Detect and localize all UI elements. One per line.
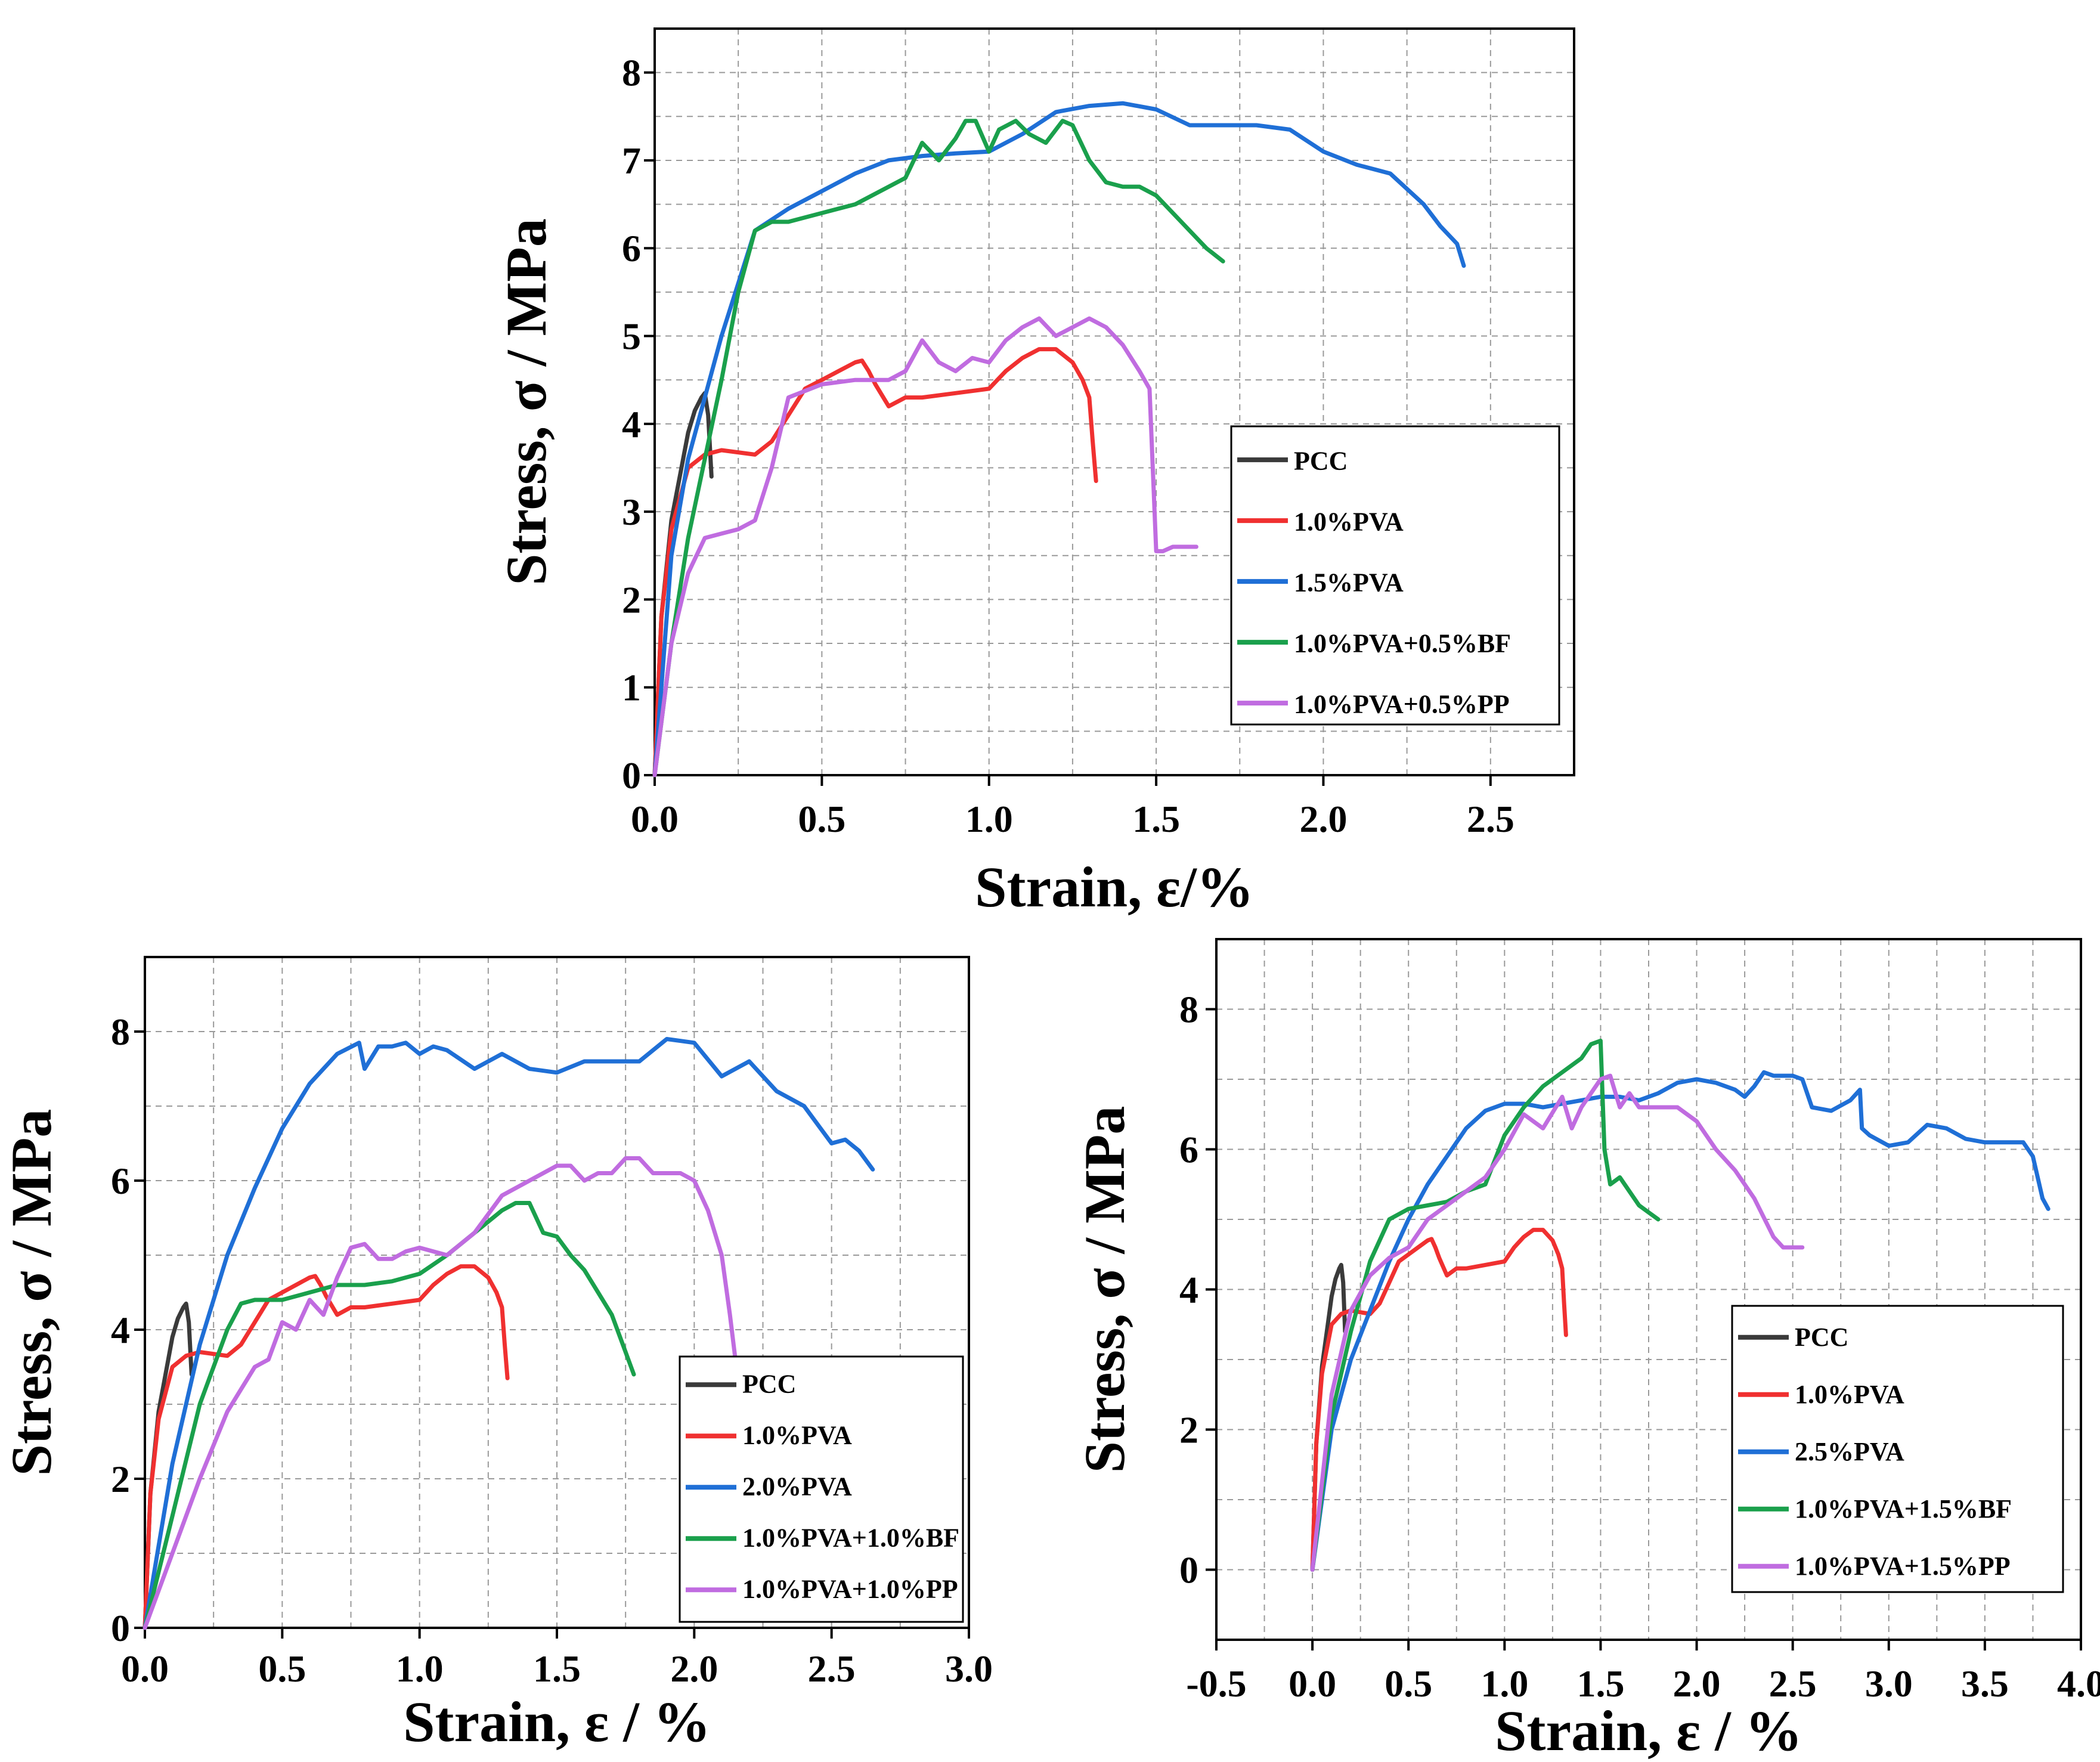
grid bbox=[144, 957, 970, 1628]
plot-frame bbox=[653, 27, 1575, 776]
legend-box bbox=[1731, 1305, 2064, 1593]
y-tick-label: 2 bbox=[622, 578, 641, 621]
x-tick-label: 2.5 bbox=[808, 1648, 856, 1690]
x-tick-label: 1.0 bbox=[396, 1648, 444, 1690]
x-tick-label: 3.0 bbox=[945, 1648, 993, 1690]
series-line-4 bbox=[652, 119, 1225, 778]
x-tick-label: 1.5 bbox=[533, 1648, 581, 1690]
series-group bbox=[652, 101, 1466, 778]
series-line-5 bbox=[652, 316, 1198, 778]
legend: PCC 1.0%PVA 1.5%PVA 1.0%PVA+0.5%BF 1.0%PVA+0… bbox=[1230, 425, 1560, 726]
series-group bbox=[143, 1037, 875, 1630]
y-tick-label: 6 bbox=[111, 1160, 130, 1202]
series-line-3 bbox=[652, 101, 1466, 778]
series-line-4 bbox=[143, 1201, 636, 1630]
legend: PCC 1.0%PVA 2.0%PVA 1.0%PVA+1.0%BF 1.0%PVA+1… bbox=[679, 1355, 964, 1623]
x-tick-label: -0.5 bbox=[1186, 1662, 1246, 1705]
series-line-2 bbox=[143, 1264, 510, 1630]
x-tick-label: 2.0 bbox=[1673, 1662, 1721, 1705]
y-tick-label: 4 bbox=[1179, 1269, 1198, 1311]
x-tick-label: 1.5 bbox=[1132, 798, 1180, 840]
legend-label: 1.0%PVA+1.5%PP bbox=[1795, 1552, 2011, 1581]
x-tick-label: 2.5 bbox=[1769, 1662, 1817, 1705]
y-tick-label: 7 bbox=[622, 140, 641, 182]
x-tick-label: 3.0 bbox=[1865, 1662, 1913, 1705]
series-line-5 bbox=[143, 1156, 738, 1630]
y-tick-label: 4 bbox=[111, 1309, 130, 1351]
y-tick-label: 4 bbox=[622, 403, 641, 445]
x-tick-label: 2.0 bbox=[1299, 798, 1347, 840]
y-tick-label: 8 bbox=[622, 52, 641, 94]
legend-label: 1.0%PVA+1.5%BF bbox=[1795, 1494, 2012, 1523]
legend-label: 1.0%PVA bbox=[1294, 507, 1404, 536]
x-tick-label: 0.0 bbox=[121, 1648, 169, 1690]
x-tick-label: 0.0 bbox=[1289, 1662, 1336, 1705]
series-line-3 bbox=[143, 1037, 875, 1630]
y-tick-label: 3 bbox=[622, 491, 641, 533]
y-tick-label: 5 bbox=[622, 315, 641, 358]
legend-label: 1.0%PVA+0.5%PP bbox=[1294, 689, 1510, 719]
x-tick-label: 1.5 bbox=[1576, 1662, 1624, 1705]
series-line-5 bbox=[1310, 1073, 1805, 1572]
legend-label: PCC bbox=[742, 1369, 796, 1398]
x-tick-label: 0.5 bbox=[258, 1648, 306, 1690]
x-tick-label: 0.0 bbox=[631, 798, 679, 840]
legend-label: 1.5%PVA bbox=[1294, 568, 1404, 597]
y-axis-title: Stress, σ / MPa bbox=[1073, 1106, 1136, 1473]
legend-box bbox=[1230, 425, 1560, 726]
y-tick-label: 2 bbox=[111, 1458, 130, 1500]
x-tick-label: 0.5 bbox=[798, 798, 845, 840]
legend-label: 1.0%PVA bbox=[1795, 1380, 1904, 1409]
y-axis-title: Stress, σ / MPa bbox=[0, 1109, 63, 1476]
y-tick-label: 6 bbox=[622, 227, 641, 270]
legend-label: PCC bbox=[1795, 1323, 1848, 1352]
series-line-3 bbox=[1310, 1070, 2051, 1572]
x-tick-label: 4.0 bbox=[2057, 1662, 2100, 1705]
x-tick-label: 2.5 bbox=[1467, 798, 1514, 840]
legend-label: 2.5%PVA bbox=[1795, 1437, 1904, 1466]
legend-label: 2.0%PVA bbox=[742, 1472, 852, 1501]
x-tick-label: 3.5 bbox=[1961, 1662, 2009, 1705]
series-group bbox=[1310, 1038, 2051, 1572]
y-axis-title: Stress, σ / MPa bbox=[494, 218, 558, 586]
y-tick-label: 6 bbox=[1179, 1129, 1198, 1171]
series-line-2 bbox=[1310, 1228, 1568, 1572]
y-tick-label: 8 bbox=[111, 1011, 130, 1053]
x-tick-label: 1.0 bbox=[965, 798, 1013, 840]
x-axis-title: Strain, ε / % bbox=[403, 1690, 711, 1754]
y-tick-label: 0 bbox=[111, 1607, 130, 1649]
y-tick-label: 8 bbox=[1179, 989, 1198, 1031]
legend-label: 1.0%PVA+1.0%PP bbox=[742, 1574, 958, 1603]
legend: PCC 1.0%PVA 2.5%PVA 1.0%PVA+1.5%BF 1.0%PVA+1… bbox=[1731, 1305, 2064, 1593]
legend-label: 1.0%PVA+0.5%BF bbox=[1294, 628, 1511, 658]
legend-label: 1.0%PVA+1.0%BF bbox=[742, 1523, 959, 1552]
y-tick-label: 1 bbox=[622, 667, 641, 709]
y-tick-label: 0 bbox=[1179, 1549, 1198, 1591]
chart-1: 0.0 0.5 1.0 1.5 2.0 2.5 0 1 2 3 4 5 6 7 8 Strain, ε/% St… bbox=[494, 27, 1575, 919]
legend-label: PCC bbox=[1294, 446, 1348, 475]
series-line-2 bbox=[652, 347, 1098, 778]
x-axis-title: Strain, ε / % bbox=[1495, 1699, 1802, 1762]
chart-3: -0.5 0.0 0.5 1.0 1.5 2.0 2.5 3.0 3.5 4.0 0 2 4 6 8 Stra… bbox=[1073, 938, 2100, 1762]
y-tick-label: 2 bbox=[1179, 1409, 1198, 1451]
y-tick-label: 0 bbox=[622, 754, 641, 797]
x-tick-label: 2.0 bbox=[670, 1648, 718, 1690]
series-line-4 bbox=[1310, 1038, 1661, 1572]
x-axis-title: Strain, ε/% bbox=[975, 855, 1254, 919]
chart-2: 0.0 0.5 1.0 1.5 2.0 2.5 3.0 0 2 4 6 8 Strain, ε / % S… bbox=[0, 956, 993, 1754]
legend-label: 1.0%PVA bbox=[742, 1420, 852, 1450]
x-tick-label: 0.5 bbox=[1384, 1662, 1432, 1705]
x-tick-label: 1.0 bbox=[1480, 1662, 1528, 1705]
